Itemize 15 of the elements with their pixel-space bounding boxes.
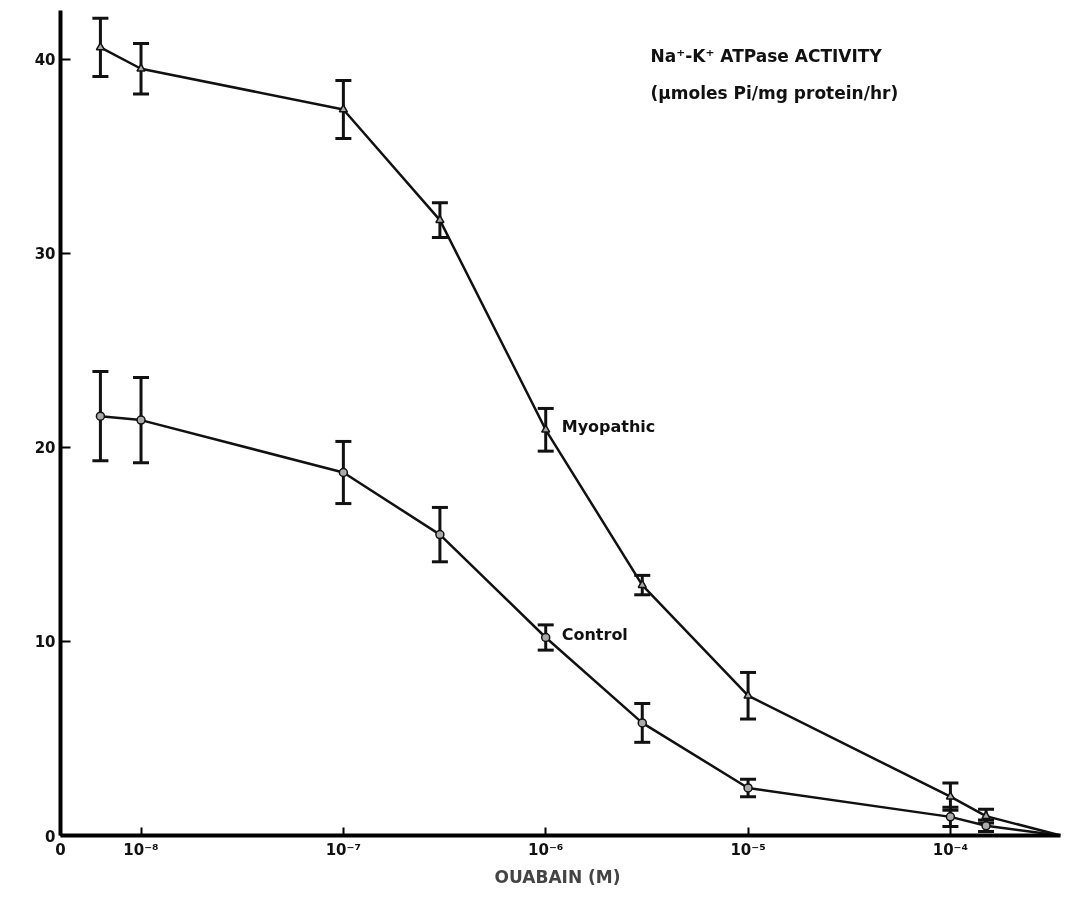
x-axis-title: OUABAIN (M) (494, 866, 621, 887)
series-label: Control (561, 624, 628, 644)
y-tick-label: 0 (45, 827, 56, 846)
x-tick-label: 10⁻⁸ (123, 840, 159, 859)
x-tick-label: 10⁻⁷ (325, 840, 362, 859)
y-tick-label: 30 (34, 245, 56, 264)
series-label: Myopathic (561, 416, 656, 436)
y-tick-label: 40 (34, 51, 56, 70)
x-tick-label: 10⁻⁵ (730, 840, 766, 859)
y-tick-label: 10 (34, 633, 56, 652)
annotation: Na⁺-K⁺ ATPase ACTIVITY (650, 45, 883, 66)
x-tick-label: 10⁻⁶ (528, 840, 564, 859)
x-tick-label: 10⁻⁴ (932, 840, 969, 859)
y-tick-label: 20 (34, 439, 56, 458)
annotation: (μmoles Pi/mg protein/hr) (650, 82, 899, 103)
